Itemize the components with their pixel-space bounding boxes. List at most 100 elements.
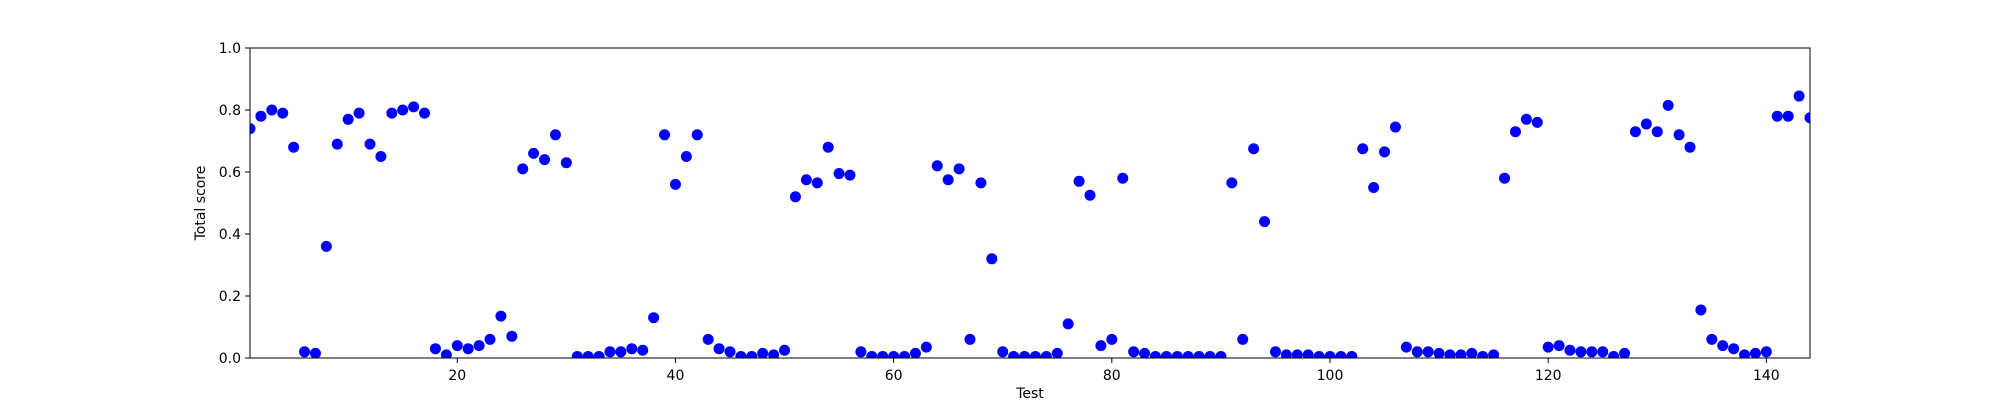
data-point — [1269, 346, 1281, 358]
data-point — [353, 107, 365, 119]
data-point — [440, 349, 452, 358]
data-point — [1520, 113, 1532, 125]
data-point — [1575, 346, 1587, 358]
data-point — [659, 129, 671, 141]
data-point — [1346, 350, 1358, 358]
data-point — [1749, 347, 1761, 358]
data-point — [1368, 182, 1380, 193]
data-point — [844, 169, 856, 181]
data-point — [931, 160, 943, 172]
data-point — [593, 350, 605, 358]
data-point — [1040, 350, 1052, 358]
data-point — [1313, 350, 1325, 358]
data-point — [1259, 216, 1271, 228]
data-point — [495, 310, 507, 322]
data-point — [309, 347, 321, 358]
data-point — [320, 240, 332, 252]
data-point — [1444, 349, 1456, 358]
x-tick-label: 40 — [667, 368, 685, 384]
data-point — [800, 174, 812, 186]
data-point — [277, 107, 289, 119]
data-point — [582, 350, 594, 358]
data-point — [560, 157, 572, 169]
data-point — [1455, 349, 1467, 358]
data-point — [1084, 189, 1096, 201]
data-point — [942, 174, 954, 186]
data-point — [888, 350, 900, 358]
x-tick-label: 120 — [1535, 368, 1562, 384]
data-point — [757, 347, 769, 358]
data-point — [364, 138, 376, 150]
data-point — [1139, 347, 1151, 358]
data-point — [1499, 172, 1511, 184]
data-point — [964, 333, 976, 345]
data-point — [1597, 346, 1609, 358]
data-point — [331, 138, 343, 150]
data-point — [397, 104, 409, 116]
data-point — [1237, 333, 1249, 345]
data-point — [1149, 350, 1161, 358]
data-point — [429, 343, 441, 355]
x-tick-label: 100 — [1317, 368, 1344, 384]
y-tick-label: 0.2 — [219, 289, 241, 305]
data-point — [1717, 340, 1729, 352]
data-point — [549, 129, 561, 141]
data-point — [1095, 340, 1107, 352]
data-point — [746, 350, 758, 358]
data-point — [517, 163, 529, 175]
data-point — [1608, 350, 1620, 358]
data-point — [648, 312, 660, 324]
data-point — [1760, 346, 1772, 358]
data-point — [1619, 347, 1631, 358]
y-tick-label: 1.0 — [219, 41, 241, 57]
x-tick-label: 20 — [448, 368, 466, 384]
data-point — [637, 344, 649, 356]
data-point — [1248, 143, 1260, 155]
data-point — [1029, 350, 1041, 358]
data-point — [997, 346, 1009, 358]
data-point — [680, 151, 692, 162]
data-point — [484, 333, 496, 345]
data-point — [1793, 90, 1805, 102]
data-point — [1400, 341, 1412, 353]
data-point — [691, 129, 703, 141]
data-point — [1662, 99, 1674, 111]
data-point — [1182, 350, 1194, 358]
data-point — [462, 343, 474, 355]
data-point — [1193, 350, 1205, 358]
data-point — [1629, 126, 1641, 138]
data-point — [255, 110, 267, 122]
data-point — [451, 340, 463, 352]
y-axis-label: Total score — [193, 166, 209, 242]
data-point — [299, 346, 311, 358]
data-point — [1488, 349, 1500, 358]
data-point — [1291, 349, 1303, 358]
data-point — [1051, 347, 1063, 358]
data-point — [1171, 350, 1183, 358]
data-point — [1509, 126, 1521, 138]
data-point — [1728, 343, 1740, 355]
data-point — [506, 330, 518, 342]
data-point — [386, 107, 398, 119]
data-point — [899, 350, 911, 358]
data-point — [1804, 112, 1810, 124]
y-axis-ticks: 0.0 0.2 0.4 0.6 0.8 1.0 — [219, 41, 250, 367]
data-point — [1531, 116, 1543, 128]
y-tick-label: 0.8 — [219, 103, 241, 119]
data-point — [342, 113, 354, 125]
y-tick-label: 0.4 — [219, 227, 241, 243]
data-point — [1215, 350, 1227, 358]
data-point — [1379, 146, 1391, 158]
data-point — [779, 344, 791, 356]
data-point — [266, 104, 278, 116]
data-point — [375, 151, 387, 162]
data-point — [604, 346, 616, 358]
data-point — [986, 253, 998, 265]
data-point — [866, 350, 878, 358]
data-point — [833, 168, 845, 180]
data-point — [713, 343, 725, 355]
data-point — [822, 141, 834, 153]
data-point — [920, 341, 932, 353]
